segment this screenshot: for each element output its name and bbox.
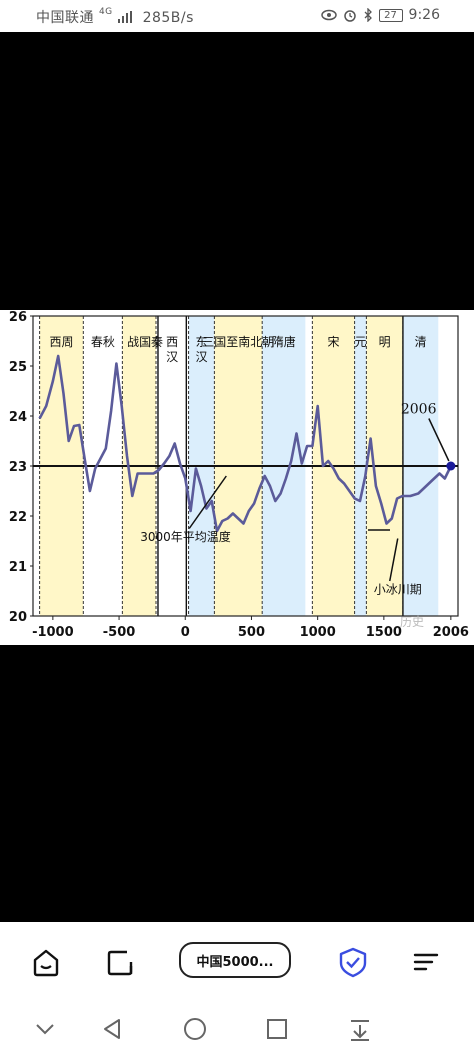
- net-type-label: 4G: [98, 7, 113, 17]
- status-right: 27 9:26: [320, 7, 440, 23]
- address-bar[interactable]: 中国5000...: [179, 942, 291, 978]
- recents-square-icon: [267, 1019, 287, 1039]
- home-button[interactable]: [26, 942, 66, 982]
- status-bar: 中国联通 4G 285B/s 27 9:26: [0, 0, 474, 32]
- era-label: 宋: [327, 334, 339, 349]
- recents-button[interactable]: [262, 1014, 292, 1044]
- net-speed-label: 285B/s: [142, 10, 194, 26]
- annotation-little-ice-age: 小冰川期: [374, 583, 422, 597]
- tabs-icon: [107, 950, 133, 976]
- era-label: 西汉: [166, 335, 178, 364]
- annotation-average-temp-arrow: [188, 475, 227, 529]
- eye-icon: [320, 9, 337, 21]
- era-labels: 西周 春秋 战国秦西汉东汉三国至南北朝隋唐 宋 元明 清: [49, 334, 426, 364]
- y-tick-label: 21: [9, 560, 27, 575]
- image-viewer-background-bottom: [0, 645, 474, 922]
- home-icon: [33, 949, 59, 977]
- x-tick-label: 0: [181, 625, 190, 640]
- system-nav-bar: [0, 1002, 474, 1053]
- signal-icon: [117, 11, 132, 23]
- x-tick-label: -1000: [32, 625, 74, 640]
- alarm-icon: [343, 10, 356, 22]
- collapse-button[interactable]: [30, 1014, 60, 1044]
- back-button[interactable]: [97, 1014, 127, 1044]
- y-tick-label: 26: [9, 310, 27, 325]
- y-tick-label: 22: [9, 510, 27, 525]
- menu-icon: [413, 953, 439, 971]
- x-tick-label: 500: [238, 625, 265, 640]
- annotation-2006: 2006: [401, 402, 437, 418]
- watermark: 历史: [400, 615, 424, 629]
- chevron-down-icon: [36, 1024, 54, 1035]
- battery-icon: 27: [378, 8, 403, 22]
- annotation-average-temp: 3000年平均温度: [140, 529, 231, 544]
- clock-label: 9:26: [408, 7, 440, 23]
- era-label: 秦: [151, 335, 163, 349]
- download-arrow-icon: [351, 1020, 369, 1041]
- x-tick-label: 1500: [366, 625, 402, 640]
- era-label: 隋唐: [272, 334, 296, 349]
- era-label: 三国至南北朝: [202, 334, 274, 349]
- y-tick-label: 23: [9, 460, 27, 475]
- era-label: 清: [415, 335, 427, 349]
- temperature-series-line: [38, 354, 453, 533]
- temperature-chart-image[interactable]: 西周 春秋 战国秦西汉 东汉 三国至南北朝 隋唐 宋 元明 清 20 21 22 23 24 25 26 -…: [0, 310, 474, 645]
- image-viewer-background-top: [0, 32, 474, 310]
- y-tick-label: 25: [9, 360, 27, 375]
- temperature-chart: 西周 春秋 战国秦西汉东汉三国至南北朝隋唐 宋 元明 清 20 21 22 23 24 25 26 -…: [9, 310, 469, 640]
- x-tick-label: 2006: [433, 625, 469, 640]
- security-shield-button[interactable]: [333, 942, 373, 982]
- back-triangle-icon: [104, 1019, 120, 1039]
- carrier-label: 中国联通: [36, 10, 94, 26]
- y-axis-ticks: 20 21 22 23 24 25 26: [9, 310, 33, 625]
- notification-pull-button[interactable]: [345, 1014, 375, 1044]
- era-label: 元: [354, 335, 366, 349]
- shield-check-icon: [339, 947, 367, 978]
- status-left: 中国联通 4G 285B/s: [36, 7, 194, 27]
- browser-toolbar: [0, 922, 474, 1002]
- era-label: 东汉: [195, 335, 207, 364]
- era-label: 战国: [127, 335, 151, 349]
- tabs-button[interactable]: [101, 942, 141, 982]
- menu-button[interactable]: [406, 942, 446, 982]
- bluetooth-icon: [364, 8, 372, 22]
- y-tick-label: 24: [9, 410, 27, 425]
- home-circle-icon: [184, 1018, 206, 1040]
- point-2006: [446, 461, 456, 471]
- era-label: 春秋: [91, 335, 115, 349]
- annotation-little-ice-age-arrow: [389, 538, 399, 582]
- y-tick-label: 20: [9, 610, 27, 625]
- x-tick-label: -500: [103, 625, 136, 640]
- home-nav-button[interactable]: [180, 1014, 210, 1044]
- x-tick-label: 1000: [300, 625, 336, 640]
- annotations: 2006 小冰川期 3000年平均温度: [140, 402, 450, 597]
- x-axis-ticks: -1000 -500 0 500 1000 1500 2006: [32, 616, 469, 640]
- era-label: 西周: [49, 335, 73, 349]
- annotation-2006-arrow: [428, 418, 450, 462]
- address-bar-title: 中国5000...: [196, 954, 274, 970]
- era-label: 明: [379, 335, 391, 349]
